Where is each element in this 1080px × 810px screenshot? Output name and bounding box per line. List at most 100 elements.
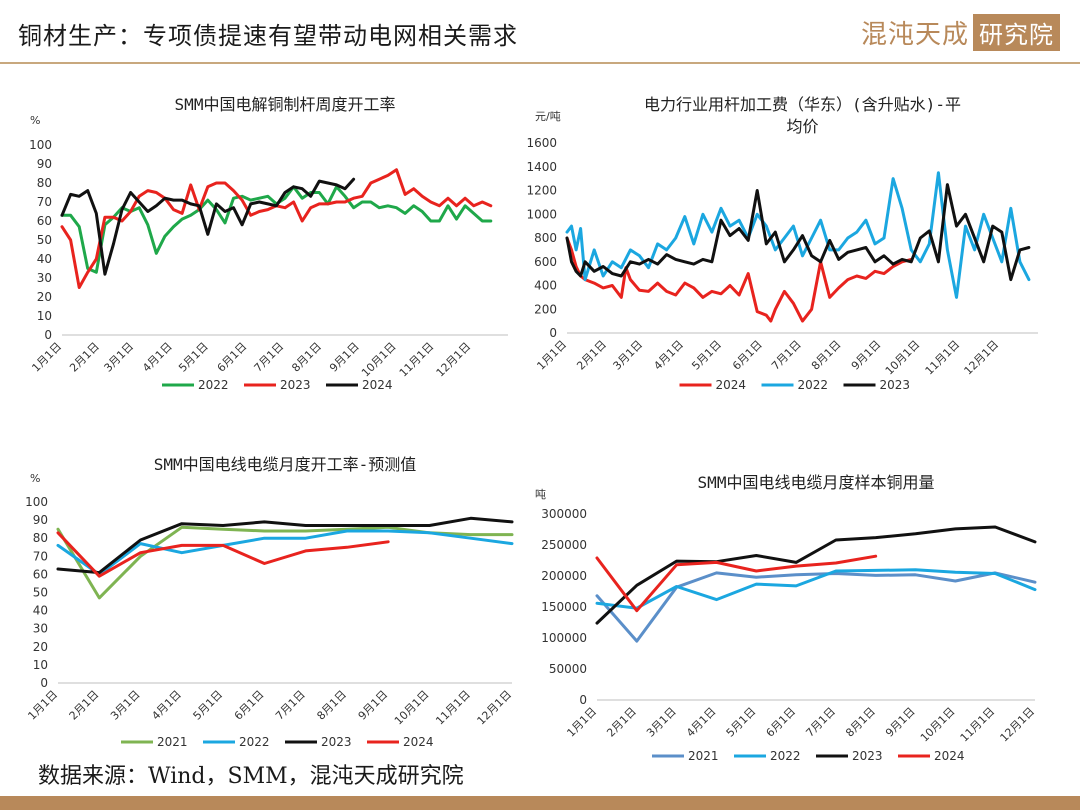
x-tick-label: 5月1日	[724, 705, 759, 740]
y-tick-label: 100	[29, 138, 52, 152]
x-tick-label: 6月1日	[215, 340, 250, 375]
x-tick-label: 3月1日	[611, 338, 646, 373]
x-tick-label: 2月1日	[574, 338, 609, 373]
x-tick-label: 6月1日	[764, 705, 799, 740]
x-tick-label: 11月1日	[433, 688, 473, 728]
x-tick-label: 9月1日	[883, 705, 918, 740]
y-tick-label: 80	[33, 531, 48, 545]
header-divider	[0, 62, 1080, 64]
y-tick-label: 60	[37, 214, 52, 228]
y-tick-label: 90	[37, 157, 52, 171]
y-tick-label: 0	[40, 676, 48, 690]
y-tick-label: 100000	[541, 631, 587, 645]
brand-badge: 研究院	[973, 13, 1060, 51]
legend-label-2023: 2023	[852, 749, 883, 763]
x-tick-label: 9月1日	[356, 688, 391, 723]
series-line-2024	[56, 531, 390, 578]
y-tick-label: 10	[37, 309, 52, 323]
x-tick-label: 10月1日	[918, 705, 958, 745]
x-tick-label: 10月1日	[359, 340, 399, 380]
chart-rod-weekly-operating-rate: SMM中国电解铜制杆周度开工率% 0 10 20 30 40 50 60 70 80 90 100 1月…	[20, 90, 520, 400]
x-tick-label: 12月1日	[475, 688, 515, 728]
y-axis-unit: %	[30, 114, 40, 127]
x-tick-label: 4月1日	[149, 688, 184, 723]
series-line-2021	[595, 571, 1037, 643]
legend-label-2022: 2022	[770, 749, 801, 763]
x-tick-label: 3月1日	[102, 340, 137, 375]
x-tick-label: 1月1日	[564, 705, 599, 740]
series-line-2024	[595, 554, 878, 613]
chart-rod-processing-fee: 电力行业用杆加工费（华东）(含升贴水)-平 均价 元/吨 0 200 400 600 800 1…	[525, 88, 1050, 398]
y-tick-label: 20	[33, 640, 48, 654]
chart-title: SMM中国电线电缆月度样本铜用量	[698, 473, 935, 492]
series-line-2023	[56, 516, 514, 575]
x-tick-label: 7月1日	[252, 340, 287, 375]
x-tick-label: 8月1日	[843, 705, 878, 740]
y-tick-label: 200	[534, 302, 557, 316]
series-line-2022	[56, 529, 514, 576]
series-line-2023	[595, 525, 1037, 625]
legend-label-2021: 2021	[688, 749, 719, 763]
y-tick-label: 90	[33, 513, 48, 527]
x-tick-label: 7月1日	[803, 705, 838, 740]
y-tick-label: 40	[33, 604, 48, 618]
y-tick-label: 80	[37, 176, 52, 190]
series-line-2022	[595, 568, 1037, 610]
series-line-2022	[565, 171, 1031, 299]
y-tick-label: 0	[44, 328, 52, 342]
x-tick-label: 3月1日	[644, 705, 679, 740]
y-tick-label: 70	[33, 549, 48, 563]
legend-label-2022: 2022	[239, 735, 270, 749]
y-axis-unit: 元/吨	[535, 110, 561, 123]
series-line-2023	[565, 183, 1031, 282]
y-tick-label: 150000	[541, 600, 587, 614]
y-tick-label: 20	[37, 290, 52, 304]
y-tick-label: 30	[37, 271, 52, 285]
page-title: 铜材生产：专项债提速有望带动电网相关需求	[18, 22, 518, 50]
series-line-2024	[60, 177, 356, 276]
y-tick-label: 60	[33, 567, 48, 581]
chart-title: SMM中国电解铜制杆周度开工率	[175, 95, 396, 114]
x-tick-label: 3月1日	[108, 688, 143, 723]
legend-label-2021: 2021	[157, 735, 188, 749]
y-tick-label: 200000	[541, 569, 587, 583]
y-tick-label: 100	[25, 495, 48, 509]
y-tick-label: 400	[534, 279, 557, 293]
legend-label-2022: 2022	[198, 378, 229, 392]
x-tick-label: 11月1日	[958, 705, 998, 745]
x-tick-label: 12月1日	[434, 340, 474, 380]
y-tick-label: 40	[37, 252, 52, 266]
x-tick-label: 7月1日	[769, 338, 804, 373]
y-tick-label: 1200	[526, 184, 557, 198]
brand-logo: 混沌天成 研究院	[861, 12, 1060, 52]
chart-cable-monthly-operating-rate: SMM中国电线电缆月度开工率-预测值% 0 10 20 30 40 50 60 70 80 90 10…	[20, 450, 520, 755]
brand-name: 混沌天成	[860, 19, 969, 50]
page-header: 铜材生产：专项债提速有望带动电网相关需求 混沌天成 研究院	[0, 0, 1080, 62]
x-tick-label: 4月1日	[684, 705, 719, 740]
y-tick-label: 1600	[526, 136, 557, 150]
y-tick-label: 250000	[541, 538, 587, 552]
x-tick-label: 5月1日	[689, 338, 724, 373]
x-tick-label: 4月1日	[140, 340, 175, 375]
x-tick-label: 9月1日	[327, 340, 362, 375]
y-tick-label: 30	[33, 622, 48, 636]
x-tick-label: 12月1日	[998, 705, 1038, 745]
series-line-2023	[60, 168, 493, 289]
data-source-note: 数据来源：Wind，SMM，混沌天成研究院	[38, 764, 464, 789]
x-tick-label: 2月1日	[604, 705, 639, 740]
y-tick-label: 50	[33, 586, 48, 600]
legend-label-2023: 2023	[880, 378, 911, 392]
chart-cable-copper-usage: SMM中国电线电缆月度样本铜用量吨 0 50000 100000 150000 20000…	[525, 466, 1050, 766]
x-tick-label: 1月1日	[29, 340, 64, 375]
y-axis-unit: %	[30, 472, 40, 485]
legend-label-2024: 2024	[362, 378, 393, 392]
x-tick-label: 5月1日	[191, 688, 226, 723]
footer-bar	[0, 796, 1080, 810]
y-tick-label: 10	[33, 658, 48, 672]
y-tick-label: 70	[37, 195, 52, 209]
c3-svg: SMM中国电线电缆月度开工率-预测值% 0 10 20 30 40 50 60 70 80 90 10…	[25, 455, 515, 749]
x-tick-label: 9月1日	[849, 338, 884, 373]
x-tick-label: 8月1日	[809, 338, 844, 373]
x-tick-label: 2月1日	[67, 340, 102, 375]
